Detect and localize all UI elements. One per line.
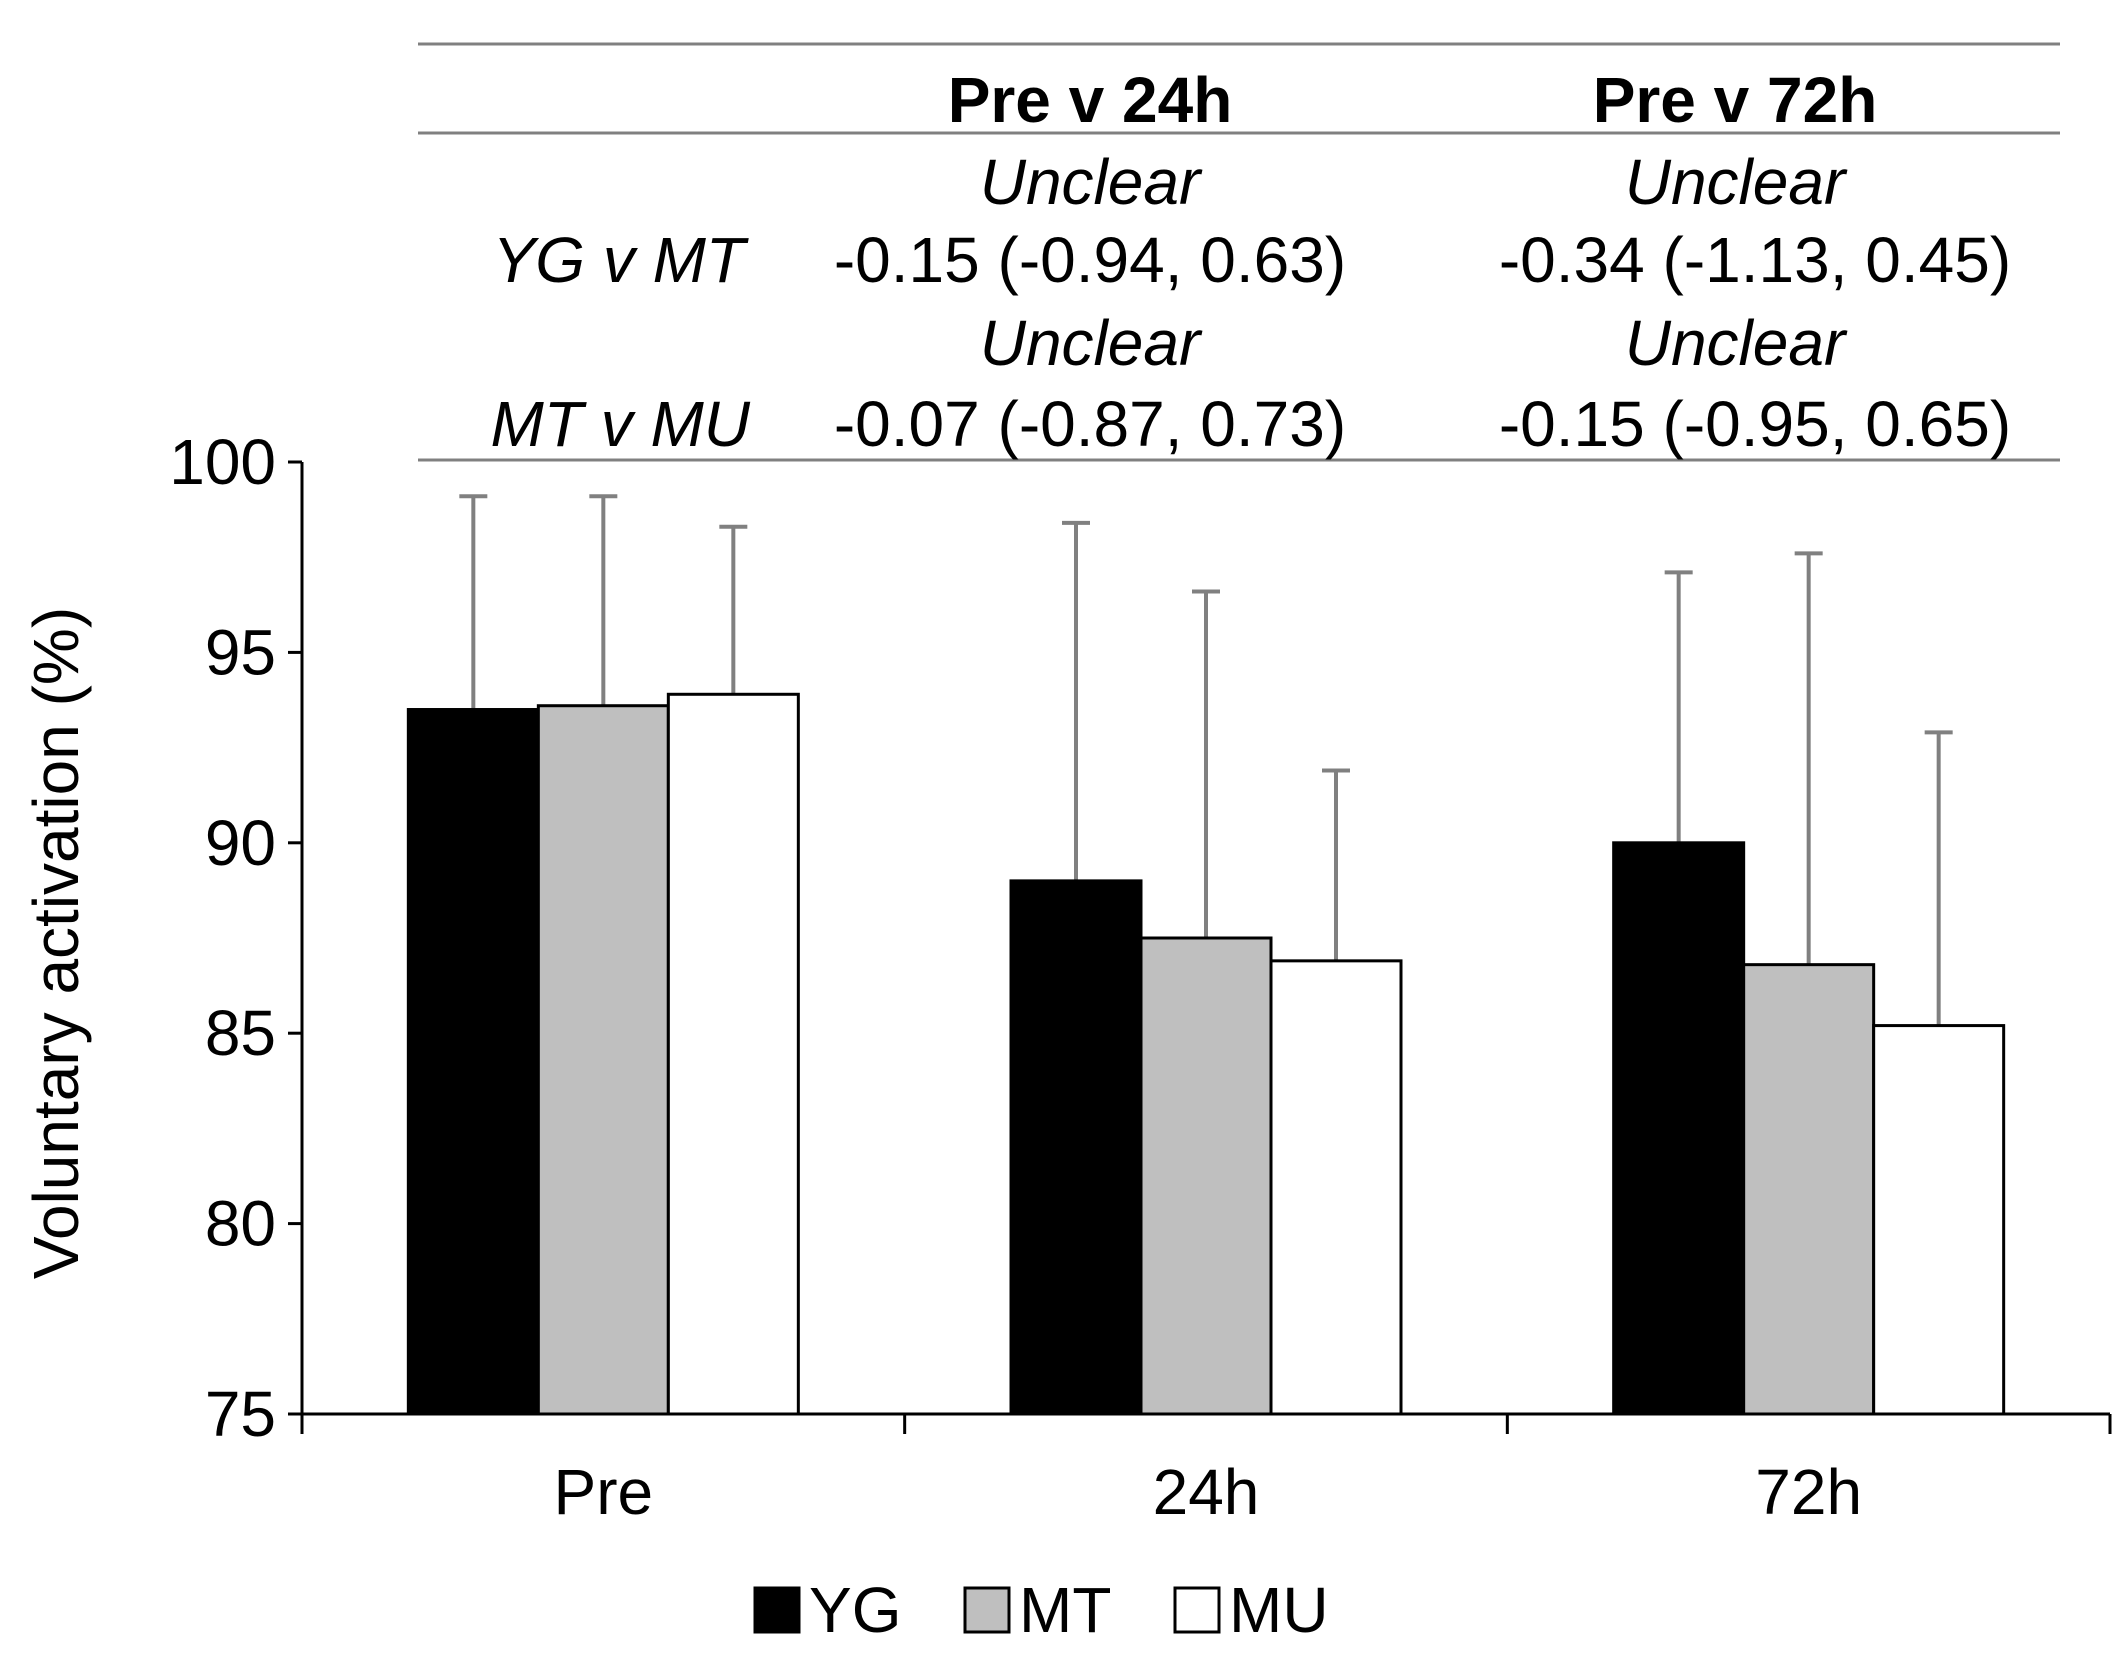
bar-yg-24h [1009,879,1143,1416]
legend-label-mt: MT [1019,1574,1111,1646]
legend-swatch-yg [753,1586,801,1634]
bar-yg-72h [1612,841,1746,1416]
x-category-label: Pre [554,1456,654,1528]
x-category-label: 72h [1755,1456,1862,1528]
table-row2-verdict-72h: Unclear [1625,307,1848,379]
y-axis-label: Voluntary activation (%) [20,607,92,1279]
bar-mt-pre [536,704,670,1416]
bar-yg-pre [406,708,540,1416]
y-tick-label: 85 [205,997,276,1069]
table-row1-value-24h: -0.15 (-0.94, 0.63) [834,224,1346,296]
legend: YG MT MU [753,1574,1329,1646]
table-row1-value-72h: -0.34 (-1.13, 0.45) [1499,224,2011,296]
legend-swatch-mu [1173,1586,1221,1634]
table-row1-verdict-24h: Unclear [980,146,1203,218]
table-col-pre-v-72h: Pre v 72h [1593,64,1878,136]
table-row1-label: YG v MT [493,224,749,296]
y-tick-label: 90 [205,807,276,879]
bar-mu-pre [666,692,800,1416]
table-row2-value-72h: -0.15 (-0.95, 0.65) [1499,388,2011,460]
x-category-label: 24h [1153,1456,1260,1528]
legend-swatch-mt [963,1586,1011,1634]
y-tick-label: 80 [205,1188,276,1260]
table-row2-verdict-24h: Unclear [980,307,1203,379]
table-row1-verdict-72h: Unclear [1625,146,1848,218]
table-row2-label: MT v MU [491,388,751,460]
bar-mu-24h [1269,959,1403,1416]
comparison-table: Pre v 24h Pre v 72h Unclear Unclear YG v… [418,42,2060,462]
legend-label-yg: YG [809,1574,901,1646]
table-col-pre-v-24h: Pre v 24h [948,64,1233,136]
bar-mt-24h [1139,936,1273,1416]
y-tick-label: 100 [169,426,276,498]
y-tick-label: 95 [205,616,276,688]
bar-mt-72h [1742,963,1876,1416]
legend-label-mu: MU [1229,1574,1329,1646]
y-tick-label: 75 [205,1378,276,1450]
bar-mu-72h [1872,1024,2006,1416]
plot-area: 75 80 85 90 95 100 Pre 24h 72h [169,426,2112,1528]
table-row2-value-24h: -0.07 (-0.87, 0.73) [834,388,1346,460]
